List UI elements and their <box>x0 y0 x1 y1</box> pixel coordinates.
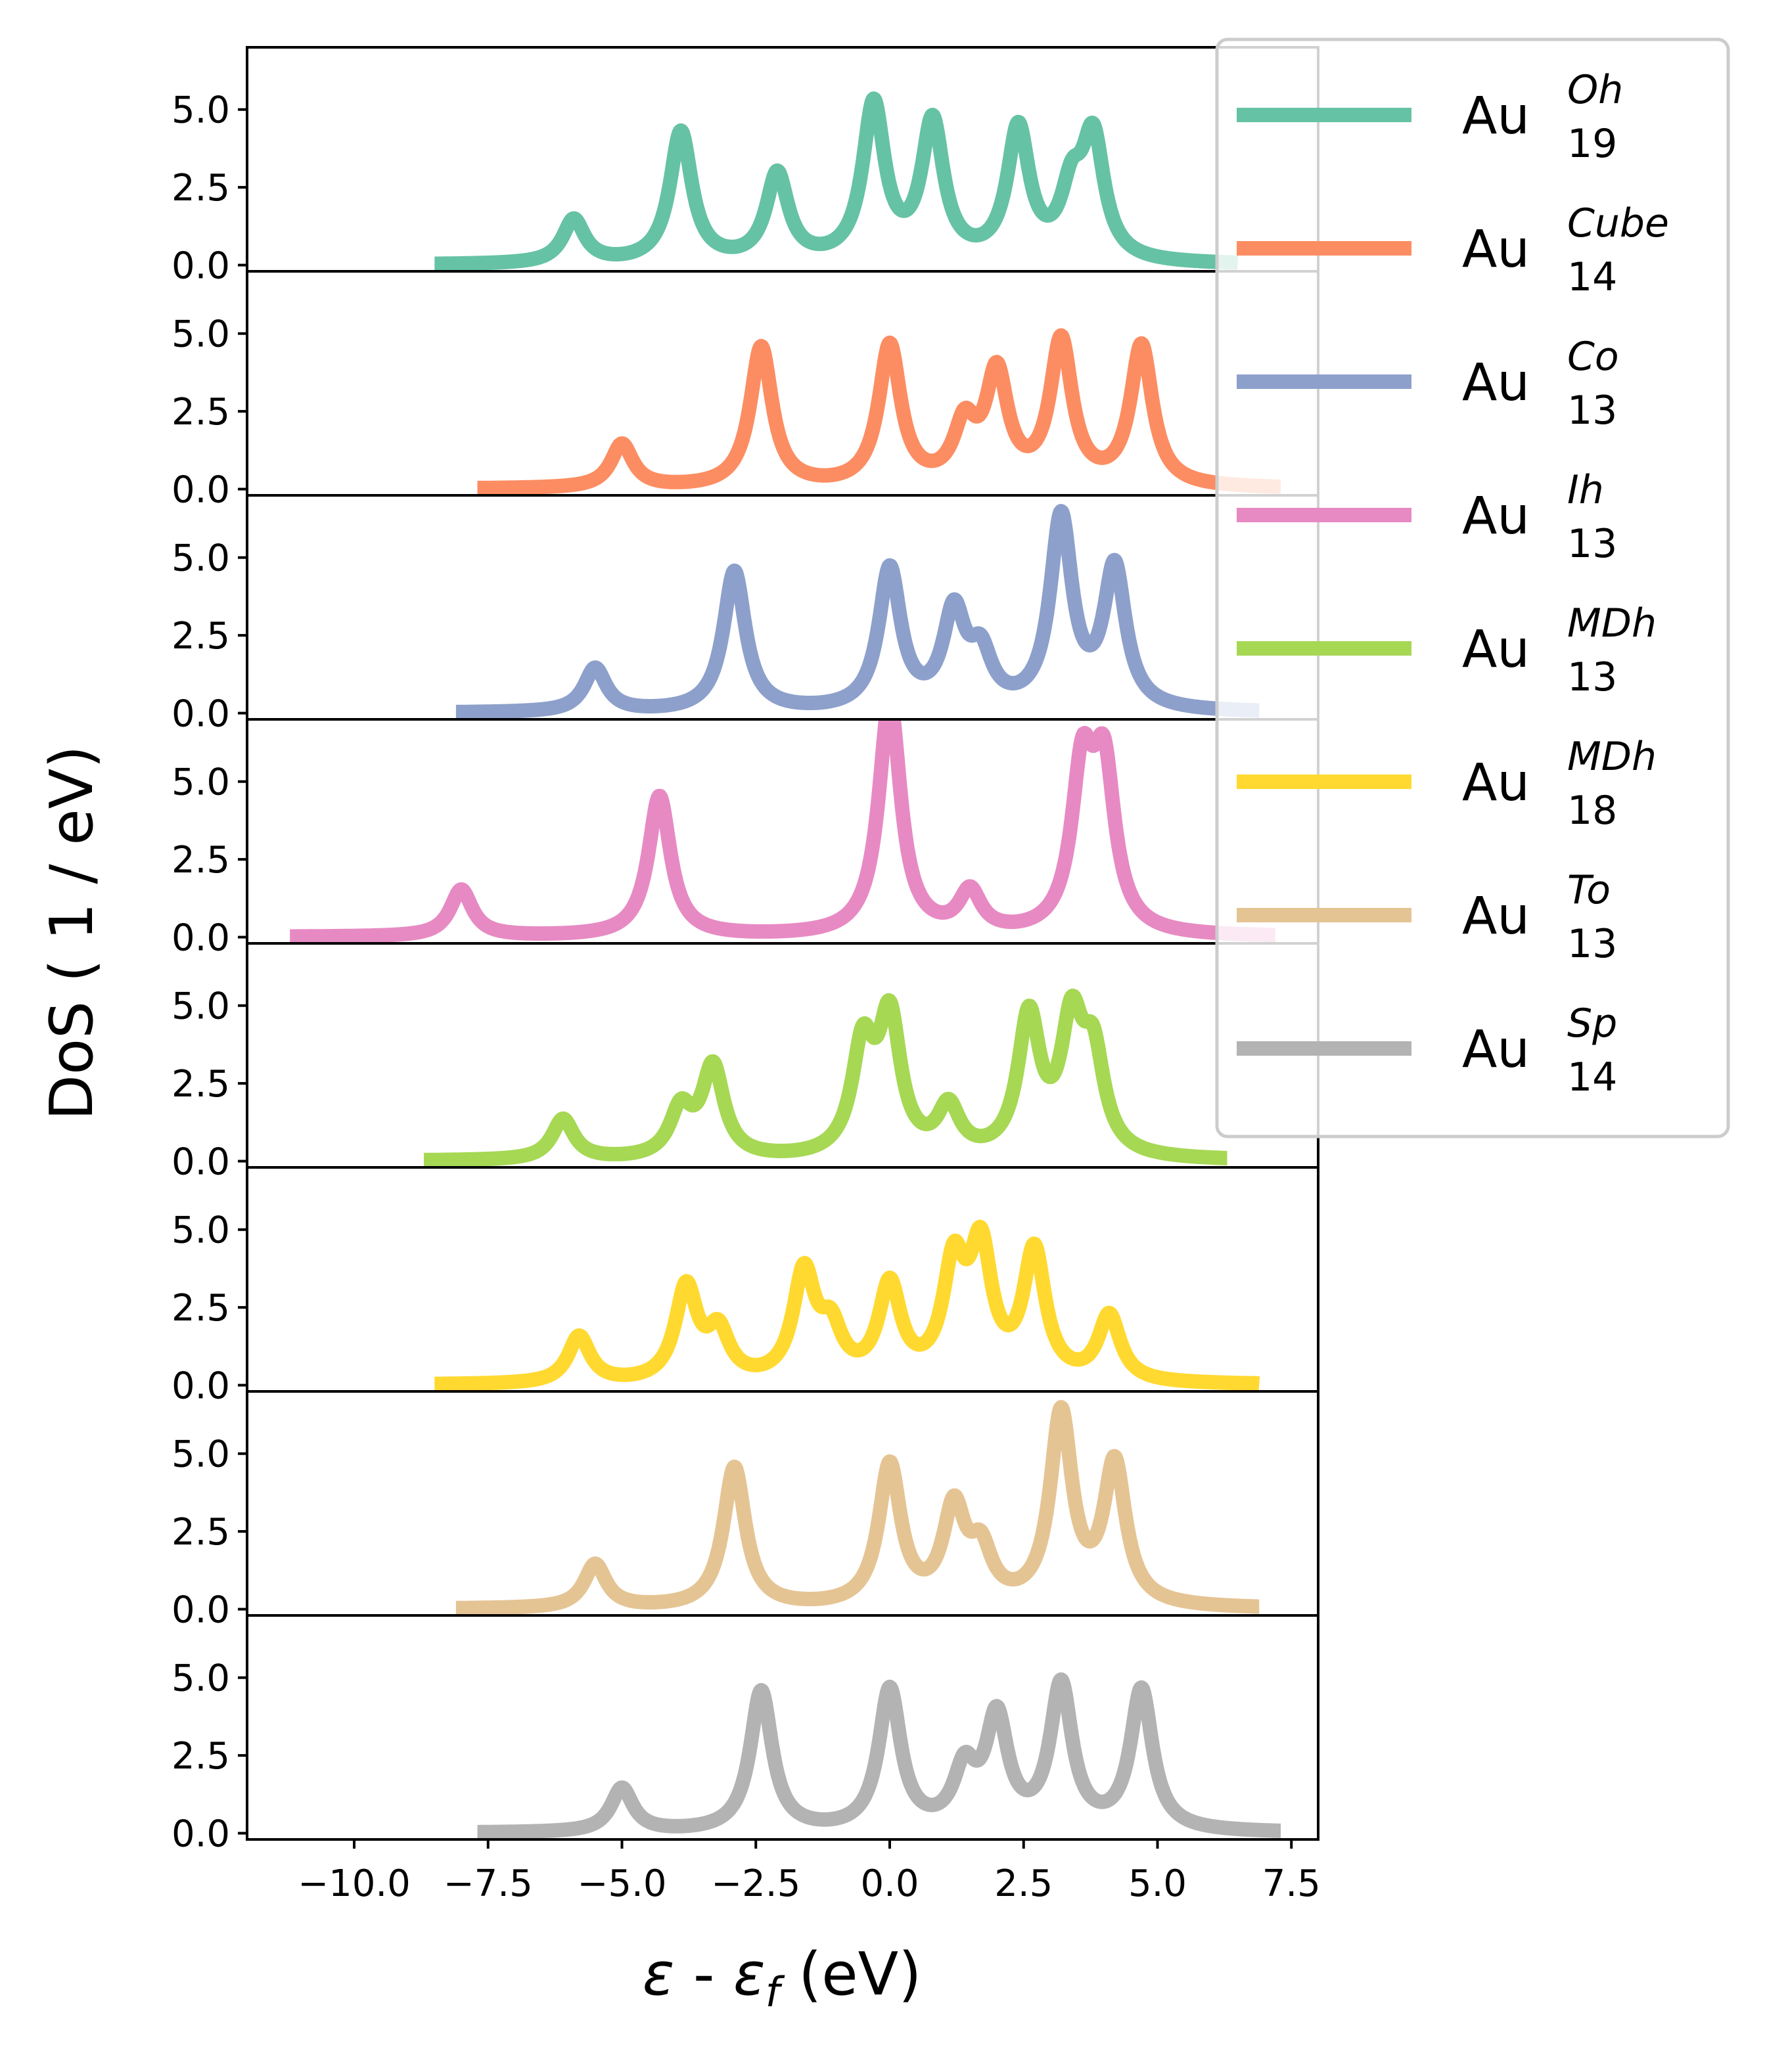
y-tick-label: 0.0 <box>172 245 230 288</box>
x-tick-label: 5.0 <box>1128 1862 1187 1905</box>
legend-label: Au <box>1462 487 1530 546</box>
panel-frame <box>246 494 1319 721</box>
legend-label-superscript: MDh <box>1567 600 1657 646</box>
legend-label: Au <box>1462 620 1530 679</box>
legend-label-subscript: 13 <box>1567 388 1617 434</box>
panel-to-13: 0.0 2.5 5.0 <box>172 1390 1319 1632</box>
y-tick-label: 2.5 <box>172 1735 230 1778</box>
legend-label-superscript: To <box>1567 867 1611 913</box>
y-tick-label: 0.0 <box>172 1589 230 1632</box>
dos-curve-co-13 <box>449 504 1266 719</box>
x-tick-label: −2.5 <box>711 1862 800 1905</box>
y-tick-label: 0.0 <box>172 469 230 512</box>
legend-item-to-13: Au To 13 <box>1237 867 1617 967</box>
x-axis-title-epsilon: ε <box>643 1940 675 2009</box>
y-tick-label: 2.5 <box>172 1063 230 1106</box>
legend-label-subscript: 13 <box>1567 654 1617 700</box>
plot-panels: 0.0 2.5 5.0 0.0 2.5 5.0 0.0 2.5 5.0 0.0 2.5 5.0 0.0 2… <box>172 46 1319 1856</box>
legend-item-co-13: Au Co 13 <box>1237 334 1619 434</box>
panel-frame <box>246 1614 1319 1841</box>
legend-item-sp-14: Au Sp 14 <box>1237 1001 1617 1100</box>
legend-item-ih-13: Au Ih 13 <box>1237 467 1617 567</box>
dos-curve-sp-14 <box>470 1672 1287 1839</box>
y-tick-label: 5.0 <box>172 1433 230 1476</box>
legend-label-superscript: MDh <box>1567 734 1657 780</box>
legend-label: Au <box>1462 220 1530 279</box>
legend: Au Oh 19 Au Cube 14 Au Co 13 Au Ih 13 Au MDh 13 Au MDh 18… <box>1215 37 1730 1138</box>
dos-curve-mdh-18 <box>428 1219 1266 1391</box>
x-axis-title-unit: (eV) <box>780 1940 922 2009</box>
y-tick-label: 5.0 <box>172 985 230 1028</box>
y-tick-label: 2.5 <box>172 391 230 434</box>
legend-label: Au <box>1462 87 1530 146</box>
panel-mdh-18: 0.0 2.5 5.0 <box>172 1166 1319 1408</box>
legend-label-superscript: Ih <box>1567 467 1604 513</box>
y-tick-label: 5.0 <box>172 89 230 132</box>
x-axis-title-dash: - <box>674 1940 733 2009</box>
dos-curve-mdh-13 <box>417 988 1234 1167</box>
dos-curve-oh-19 <box>428 91 1245 271</box>
panel-ih-13: 0.0 2.5 5.0 <box>172 718 1319 960</box>
legend-item-mdh-18: Au MDh 18 <box>1237 734 1657 834</box>
y-tick-label: 0.0 <box>172 1141 230 1184</box>
legend-label: Au <box>1462 353 1530 413</box>
y-tick-label: 2.5 <box>172 1511 230 1554</box>
y-axis-title: DoS ( 1 / eV) <box>37 746 106 1121</box>
legend-item-mdh-13: Au MDh 13 <box>1237 600 1657 700</box>
legend-label: Au <box>1462 754 1530 813</box>
legend-frame <box>1215 37 1730 1138</box>
legend-label-superscript: Sp <box>1567 1001 1617 1047</box>
y-tick-label: 2.5 <box>172 839 230 882</box>
legend-label: Au <box>1462 1020 1530 1079</box>
panel-sp-14: 0.0 2.5 5.0 <box>172 1614 1319 1856</box>
y-tick-label: 0.0 <box>172 1365 230 1408</box>
panel-frame <box>246 1390 1319 1617</box>
legend-label-subscript: 13 <box>1567 521 1617 567</box>
x-tick-label: 2.5 <box>994 1862 1053 1905</box>
x-tick-label: 0.0 <box>860 1862 919 1905</box>
legend-label: Au <box>1462 887 1530 946</box>
legend-label-superscript: Oh <box>1567 67 1623 113</box>
y-tick-label: 5.0 <box>172 761 230 804</box>
legend-label-subscript: 18 <box>1567 788 1617 834</box>
x-axis-title-epsilon-f: ε <box>733 1940 766 2009</box>
panel-frame <box>246 46 1319 273</box>
dos-curve-to-13 <box>449 1400 1266 1615</box>
y-tick-label: 0.0 <box>172 693 230 736</box>
panel-co-13: 0.0 2.5 5.0 <box>172 494 1319 736</box>
panel-cube-14: 0.0 2.5 5.0 <box>172 270 1319 512</box>
x-tick-label: −5.0 <box>578 1862 667 1905</box>
legend-label-superscript: Co <box>1567 334 1619 380</box>
y-tick-label: 5.0 <box>172 1657 230 1700</box>
y-tick-label: 5.0 <box>172 1209 230 1252</box>
x-tick-label: −7.5 <box>444 1862 533 1905</box>
panel-frame <box>246 718 1319 945</box>
y-tick-label: 2.5 <box>172 1287 230 1330</box>
y-tick-label: 0.0 <box>172 1813 230 1856</box>
x-tick-label: −10.0 <box>298 1862 411 1905</box>
y-tick-label: 2.5 <box>172 167 230 210</box>
legend-label-superscript: Cube <box>1567 200 1669 246</box>
legend-item-oh-19: Au Oh 19 <box>1237 67 1623 167</box>
panel-oh-19: 0.0 2.5 5.0 <box>172 46 1319 288</box>
legend-item-cube-14: Au Cube 14 <box>1237 200 1669 300</box>
x-tick-label: 7.5 <box>1262 1862 1321 1905</box>
y-tick-label: 0.0 <box>172 917 230 960</box>
x-axis-title: ε - εf (eV) <box>643 1940 922 2016</box>
dos-curve-ih-13 <box>283 719 1282 943</box>
panel-frame <box>246 942 1319 1169</box>
legend-label-subscript: 14 <box>1567 254 1617 300</box>
y-tick-label: 5.0 <box>172 313 230 356</box>
panel-mdh-13: 0.0 2.5 5.0 <box>172 942 1319 1184</box>
y-tick-label: 5.0 <box>172 537 230 580</box>
legend-label-subscript: 14 <box>1567 1054 1617 1100</box>
legend-label-subscript: 13 <box>1567 921 1617 967</box>
dos-curve-cube-14 <box>470 328 1287 495</box>
legend-label-subscript: 19 <box>1567 121 1617 167</box>
x-axis-ticks: −10.0 −7.5 −5.0 −2.5 0.0 2.5 5.0 7.5 <box>298 1839 1321 1905</box>
y-tick-label: 2.5 <box>172 615 230 658</box>
